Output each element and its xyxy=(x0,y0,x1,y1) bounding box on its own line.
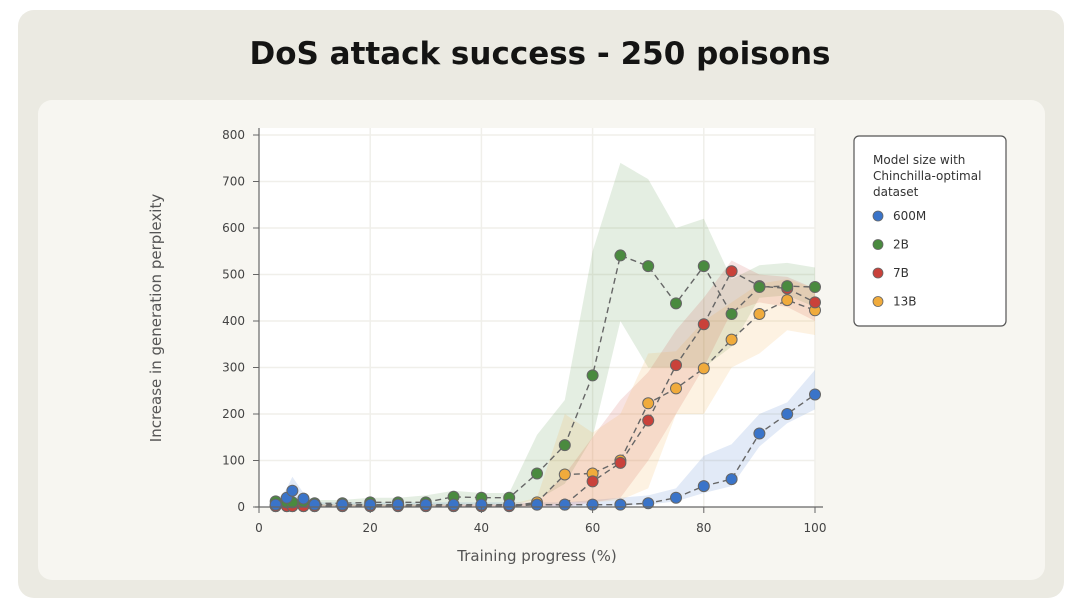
legend: Model size with Chinchilla-optimal datas… xyxy=(853,135,1007,327)
data-point-2B xyxy=(781,280,794,293)
data-point-600M xyxy=(725,473,738,486)
data-point-600M xyxy=(809,388,821,401)
legend-box xyxy=(853,135,1007,327)
data-point-2B xyxy=(753,281,766,294)
y-tick-label: 500 xyxy=(222,268,245,282)
data-point-7B xyxy=(642,414,655,427)
data-point-600M xyxy=(697,480,710,493)
data-point-7B xyxy=(614,456,627,469)
legend-title-line-3: dataset xyxy=(873,185,919,199)
legend-marker-600M xyxy=(872,210,884,222)
x-tick-label: 80 xyxy=(696,521,711,535)
confidence-band-2B xyxy=(275,162,815,507)
data-point-2B xyxy=(697,260,710,273)
data-point-600M xyxy=(670,491,682,504)
x-tick-label: 40 xyxy=(474,521,489,535)
data-point-2B xyxy=(725,308,738,321)
data-point-2B xyxy=(670,297,682,310)
y-tick-label: 0 xyxy=(237,500,245,514)
legend-marker-2B xyxy=(872,239,884,250)
data-point-2B xyxy=(586,369,599,382)
data-point-600M xyxy=(269,498,282,511)
data-point-7B xyxy=(697,318,710,331)
data-point-600M xyxy=(336,498,349,511)
data-point-7B xyxy=(725,265,738,278)
y-tick-label: 400 xyxy=(222,314,245,328)
y-tick-label: 200 xyxy=(222,407,245,421)
y-tick-label: 300 xyxy=(222,361,245,375)
data-point-600M xyxy=(614,498,627,511)
data-point-600M xyxy=(392,498,404,511)
data-point-600M xyxy=(531,498,543,511)
data-point-13B xyxy=(753,308,766,321)
legend-marker-13B xyxy=(872,296,884,307)
data-point-2B xyxy=(614,249,627,262)
data-point-600M xyxy=(447,498,460,511)
data-point-13B xyxy=(642,397,655,410)
y-tick-label: 100 xyxy=(222,454,245,468)
data-point-7B xyxy=(809,296,821,309)
data-point-13B xyxy=(781,294,794,307)
legend-marker-7B xyxy=(872,267,884,279)
x-tick-label: 0 xyxy=(255,521,263,535)
data-point-600M xyxy=(419,498,432,511)
legend-label-600M: 600M xyxy=(893,209,926,223)
y-axis-label: Increase in generation perplexity xyxy=(147,194,165,443)
x-tick-label: 100 xyxy=(804,521,827,535)
legend-title-line-1: Model size with xyxy=(873,153,965,167)
data-point-2B xyxy=(558,439,571,452)
legend-label-13B: 13B xyxy=(893,295,917,309)
legend-title-line-2: Chinchilla-optimal xyxy=(873,169,981,183)
y-tick-label: 600 xyxy=(222,221,245,235)
legend-label-7B: 7B xyxy=(893,266,909,280)
chart-title: DoS attack success - 250 poisons xyxy=(249,36,831,72)
data-point-13B xyxy=(697,362,710,375)
plot-area xyxy=(259,128,815,507)
data-point-600M xyxy=(781,408,794,420)
confidence-band-13B xyxy=(275,279,815,507)
legend-label-2B: 2B xyxy=(893,238,909,252)
data-point-7B xyxy=(670,359,682,372)
x-axis-label: Training progress (%) xyxy=(456,547,616,565)
data-point-2B xyxy=(809,281,821,294)
data-point-13B xyxy=(725,333,738,346)
data-point-13B xyxy=(670,382,682,395)
data-point-600M xyxy=(308,498,321,511)
y-tick-label: 700 xyxy=(222,175,245,189)
x-tick-label: 60 xyxy=(585,521,600,535)
data-point-2B xyxy=(642,260,655,273)
data-point-600M xyxy=(753,427,766,440)
data-point-7B xyxy=(586,475,599,488)
data-point-600M xyxy=(286,484,299,497)
data-point-2B xyxy=(531,467,543,480)
y-tick-label: 800 xyxy=(222,128,245,142)
x-tick-label: 20 xyxy=(363,521,378,535)
data-point-13B xyxy=(558,468,571,481)
data-point-600M xyxy=(642,497,655,510)
data-point-600M xyxy=(503,498,516,511)
data-point-600M xyxy=(558,498,571,511)
data-point-600M xyxy=(297,492,310,505)
